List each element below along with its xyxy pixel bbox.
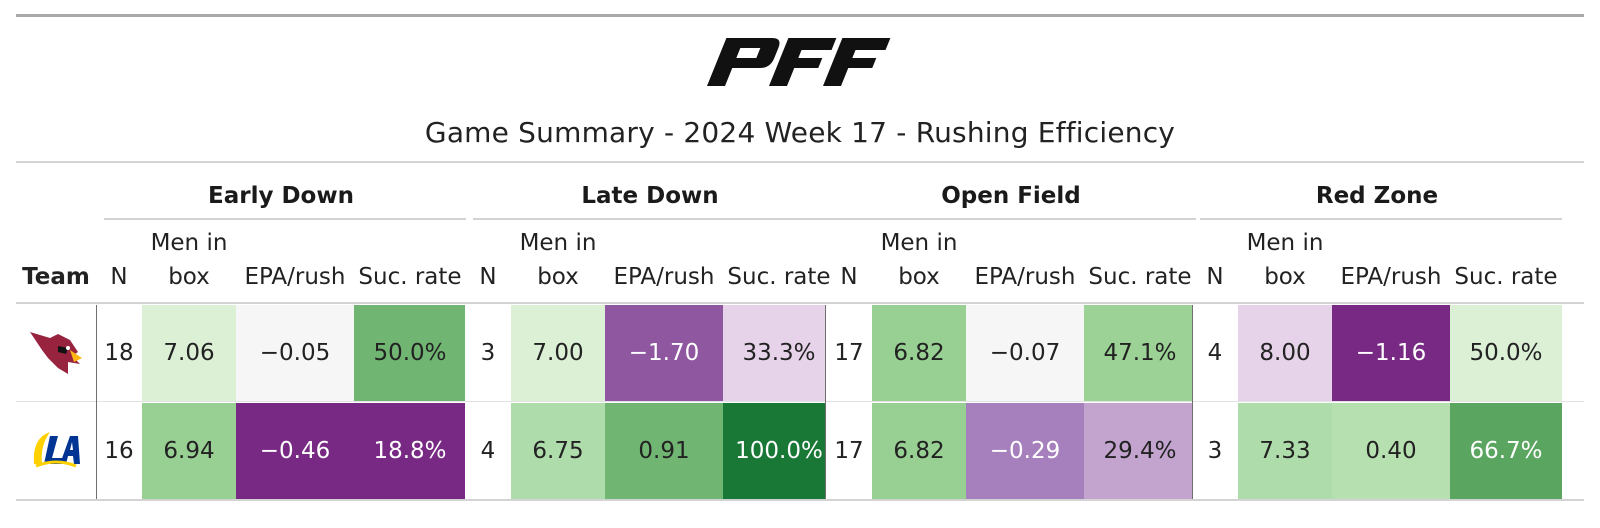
- pff-logo: [706, 38, 891, 86]
- column-separator: [1192, 305, 1193, 499]
- row-separator: [16, 401, 1584, 402]
- table-cell-n: 3: [1192, 403, 1238, 499]
- table-cell-n: 3: [465, 305, 511, 401]
- table-cell-epa: −1.70: [605, 305, 723, 401]
- column-header-box: Men in box: [511, 226, 605, 294]
- table-cell-suc: 33.3%: [723, 305, 835, 401]
- table-cell-n: 18: [96, 305, 142, 401]
- column-header-box: Men in box: [872, 226, 966, 294]
- table-cell-box: 7.33: [1238, 403, 1332, 499]
- column-header-n: N: [96, 260, 142, 294]
- column-header-line: EPA/rush: [1340, 264, 1442, 290]
- group-header-red-zone: Red Zone: [1315, 183, 1439, 209]
- group-header-early-down: Early Down: [208, 183, 354, 209]
- column-header-line: box: [168, 264, 210, 290]
- column-header-line: EPA/rush: [613, 264, 715, 290]
- table-cell-suc: 18.8%: [354, 403, 466, 499]
- column-header-box: Men in box: [142, 226, 236, 294]
- table-cell-suc: 50.0%: [1450, 305, 1562, 401]
- column-header-epa: EPA/rush: [236, 260, 354, 294]
- table-cell-epa: 0.40: [1332, 403, 1450, 499]
- table-cell-epa: −0.29: [966, 403, 1084, 499]
- group-header-late-down: Late Down: [581, 183, 719, 209]
- table-cell-n: 16: [96, 403, 142, 499]
- table-cell-suc: 66.7%: [1450, 403, 1562, 499]
- los-angeles-rams-logo-icon: [33, 432, 80, 468]
- table-cell-n: 4: [465, 403, 511, 499]
- table-cell-suc: 100.0%: [723, 403, 835, 499]
- table-cell-box: 7.00: [511, 305, 605, 401]
- group-underline: [473, 218, 835, 220]
- column-header-line: N: [479, 264, 497, 290]
- column-header-suc: Suc. rate: [1450, 260, 1562, 294]
- table-cell-suc: 29.4%: [1084, 403, 1196, 499]
- column-header-line: Suc. rate: [358, 264, 462, 290]
- column-header-line: box: [1264, 264, 1306, 290]
- table-cell-epa: −0.07: [966, 305, 1084, 401]
- column-header-line: EPA/rush: [244, 264, 346, 290]
- column-header-epa: EPA/rush: [966, 260, 1084, 294]
- table-cell-suc: 47.1%: [1084, 305, 1196, 401]
- arizona-cardinals-logo-icon: [30, 332, 82, 374]
- group-header-open-field: Open Field: [941, 183, 1081, 209]
- table-cell-n: 4: [1192, 305, 1238, 401]
- table-cell-box: 7.06: [142, 305, 236, 401]
- column-header-line: N: [110, 264, 128, 290]
- column-header-epa: EPA/rush: [605, 260, 723, 294]
- column-header-line: Suc. rate: [1088, 264, 1192, 290]
- group-underline: [834, 218, 1196, 220]
- column-header-line: Men in: [150, 230, 228, 256]
- table-cell-suc: 50.0%: [354, 305, 466, 401]
- column-header-n: N: [1192, 260, 1238, 294]
- table-cell-n: 17: [826, 305, 872, 401]
- table-cell-n: 17: [826, 403, 872, 499]
- table-cell-box: 6.94: [142, 403, 236, 499]
- column-header-line: EPA/rush: [974, 264, 1076, 290]
- column-header-line: box: [898, 264, 940, 290]
- column-header-suc: Suc. rate: [354, 260, 466, 294]
- table-cell-epa: −0.05: [236, 305, 354, 401]
- header-rule: [16, 302, 1584, 304]
- top-rule: [16, 14, 1584, 17]
- title-rule: [16, 161, 1584, 163]
- table-cell-box: 6.75: [511, 403, 605, 499]
- column-header-line: N: [1206, 264, 1224, 290]
- table-cell-epa: −0.46: [236, 403, 354, 499]
- column-header-line: Suc. rate: [727, 264, 831, 290]
- table-cell-box: 6.82: [872, 403, 966, 499]
- table-cell-box: 6.82: [872, 305, 966, 401]
- column-header-suc: Suc. rate: [1084, 260, 1196, 294]
- table-cell-box: 8.00: [1238, 305, 1332, 401]
- table-cell-epa: 0.91: [605, 403, 723, 499]
- column-header-line: Men in: [1246, 230, 1324, 256]
- column-header-line: Men in: [519, 230, 597, 256]
- column-header-line: Men in: [880, 230, 958, 256]
- group-underline: [1200, 218, 1562, 220]
- column-header-n: N: [826, 260, 872, 294]
- column-header-n: N: [465, 260, 511, 294]
- column-header-line: N: [840, 264, 858, 290]
- column-separator: [96, 305, 97, 499]
- column-header-box: Men in box: [1238, 226, 1332, 294]
- table-bottom-rule: [16, 499, 1584, 501]
- group-underline: [104, 218, 466, 220]
- column-header-suc: Suc. rate: [723, 260, 835, 294]
- column-header-epa: EPA/rush: [1332, 260, 1450, 294]
- table-cell-epa: −1.16: [1332, 305, 1450, 401]
- column-header-line: box: [537, 264, 579, 290]
- column-header-line: Suc. rate: [1454, 264, 1558, 290]
- column-separator: [825, 305, 826, 499]
- team-column-header: Team: [22, 264, 90, 290]
- table-title: Game Summary - 2024 Week 17 - Rushing Ef…: [424, 116, 1176, 149]
